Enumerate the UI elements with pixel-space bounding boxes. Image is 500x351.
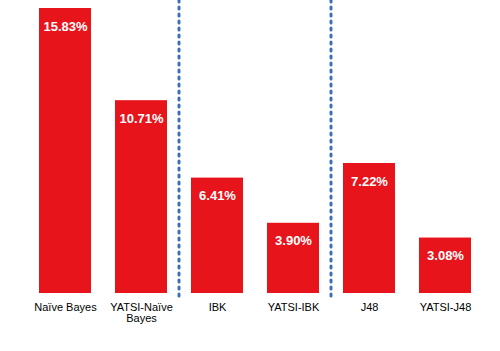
svg-text:Naïve Bayes: Naïve Bayes: [34, 301, 97, 313]
svg-text:YATSI-IBK: YATSI-IBK: [268, 301, 320, 313]
svg-text:YATSI-J48: YATSI-J48: [420, 301, 472, 313]
svg-text:IBK: IBK: [209, 301, 227, 313]
svg-text:15.83%: 15.83%: [43, 19, 88, 34]
svg-text:7.22%: 7.22%: [351, 174, 388, 189]
svg-text:3.90%: 3.90%: [275, 233, 312, 248]
svg-text:YATSI-NaïveBayes: YATSI-NaïveBayes: [110, 301, 173, 324]
svg-text:J48: J48: [361, 301, 379, 313]
svg-text:10.71%: 10.71%: [119, 111, 164, 126]
svg-text:6.41%: 6.41%: [199, 188, 236, 203]
svg-text:3.08%: 3.08%: [427, 248, 464, 263]
